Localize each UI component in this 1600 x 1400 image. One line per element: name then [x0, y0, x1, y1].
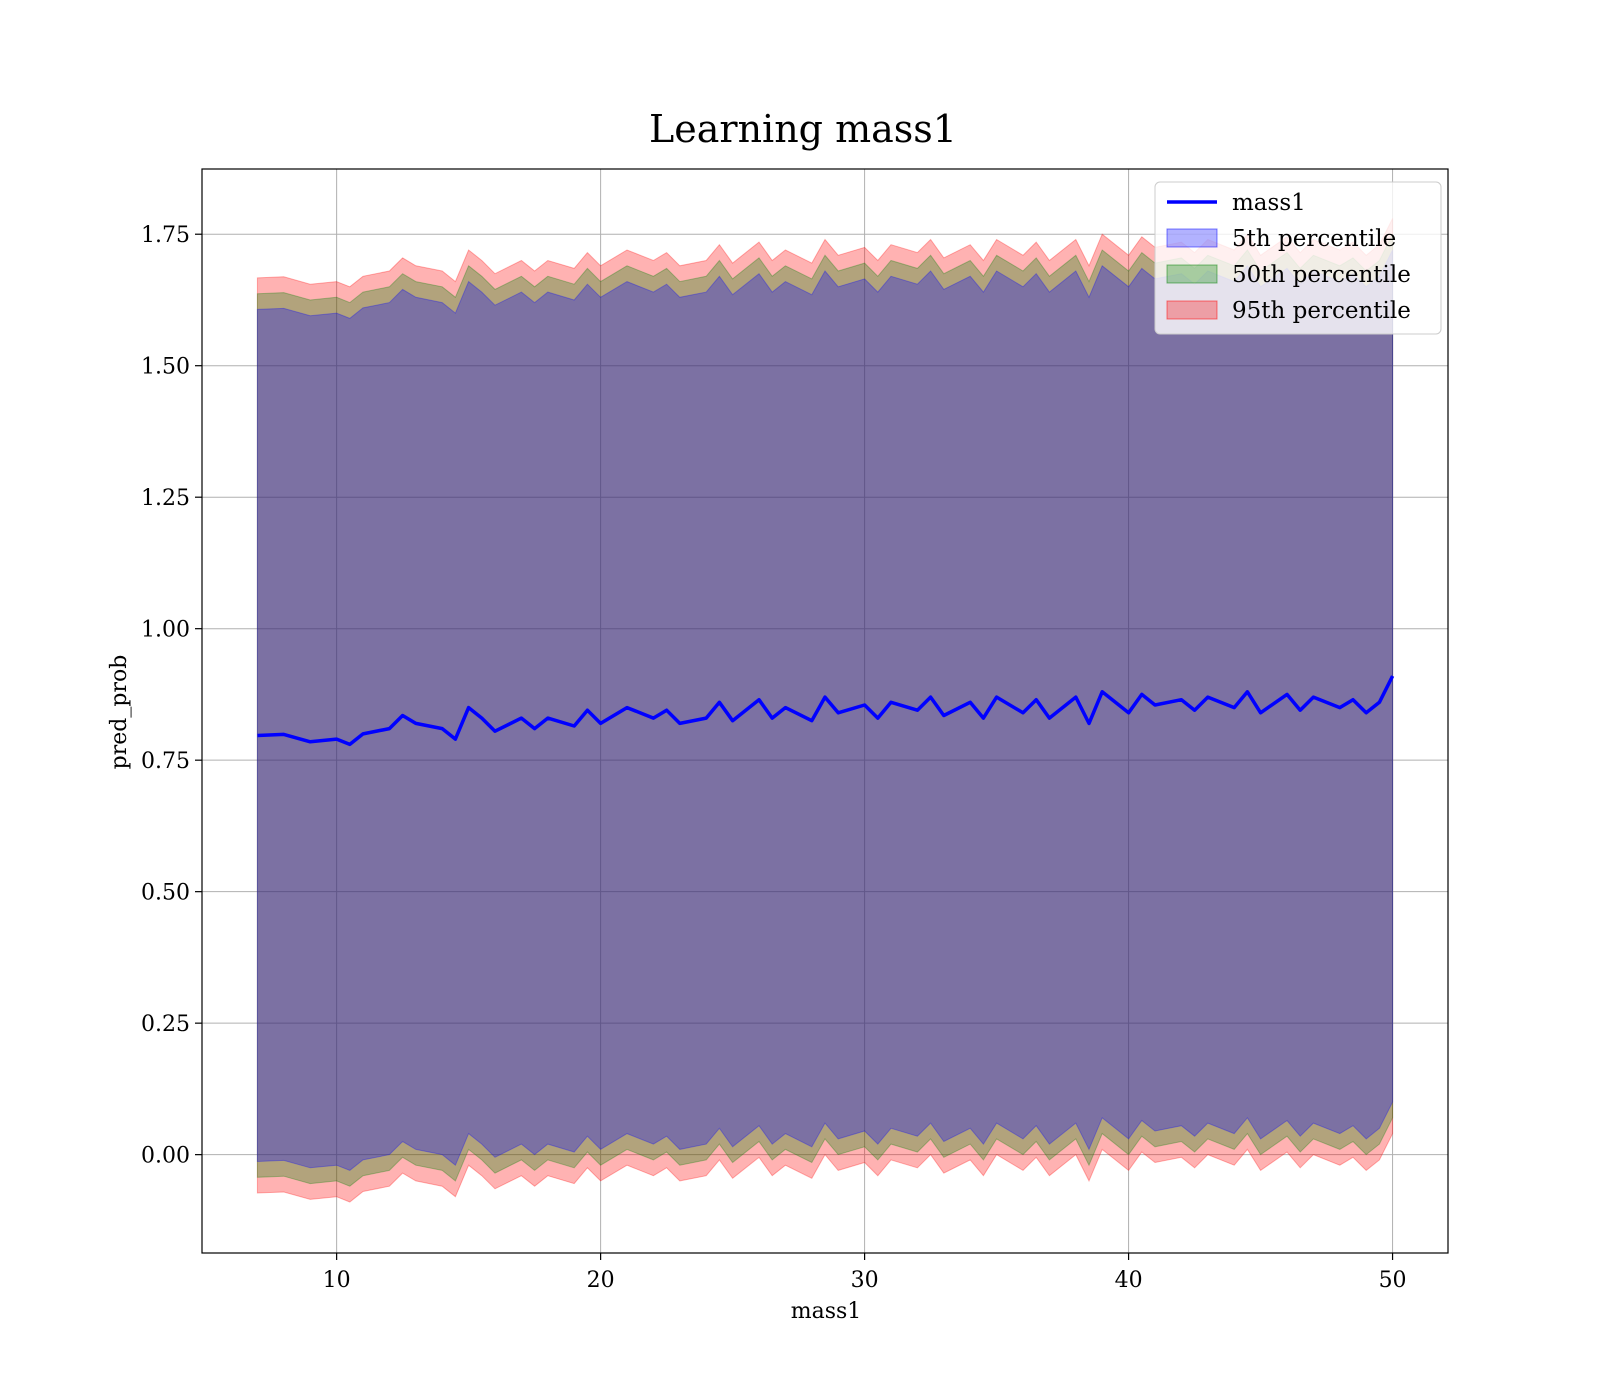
x-tick-label: 30 [851, 1268, 879, 1293]
y-tick-label: 0.25 [141, 1012, 190, 1037]
y-tick-label: 1.25 [141, 486, 190, 511]
chart-title: Learning mass1 [649, 107, 957, 151]
x-axis-label: mass1 [791, 1299, 862, 1324]
band-5th-percentile [256, 249, 1394, 1171]
y-tick-label: 0.75 [141, 749, 190, 774]
legend-label: 5th percentile [1232, 226, 1396, 252]
legend-label: 50th percentile [1232, 262, 1411, 288]
band-50th-percentile [256, 233, 1394, 1187]
grid-layer [202, 169, 1448, 1253]
band-95th-percentile [256, 218, 1394, 1203]
plot-frame [201, 168, 1449, 1254]
series-line-mass1 [257, 675, 1395, 747]
legend-swatch [1166, 300, 1218, 320]
legend-label: 95th percentile [1232, 298, 1411, 324]
legend: mass1 5th percentile 50th percentile 95th p… [1154, 181, 1442, 335]
y-tick-label: 0.00 [141, 1144, 190, 1169]
legend-box [1154, 181, 1442, 335]
line-layer [257, 675, 1395, 747]
y-axis-label: pred_prob [107, 655, 132, 770]
tick-layer: 10 20 30 40 50 0.00 0.25 0.50 0.75 1.00 1.25 1.50 1.… [141, 223, 1407, 1293]
y-tick-label: 1.75 [141, 223, 190, 248]
x-tick-label: 20 [587, 1268, 615, 1293]
band-layer [256, 218, 1394, 1203]
y-tick-label: 1.00 [141, 618, 190, 643]
y-tick-label: 1.50 [141, 355, 190, 380]
x-tick-label: 50 [1379, 1268, 1407, 1293]
y-tick-label: 0.50 [141, 881, 190, 906]
legend-swatch [1166, 264, 1218, 284]
legend-swatch [1166, 228, 1218, 248]
legend-label: mass1 [1232, 190, 1306, 216]
x-tick-label: 40 [1115, 1268, 1143, 1293]
x-tick-label: 10 [323, 1268, 351, 1293]
